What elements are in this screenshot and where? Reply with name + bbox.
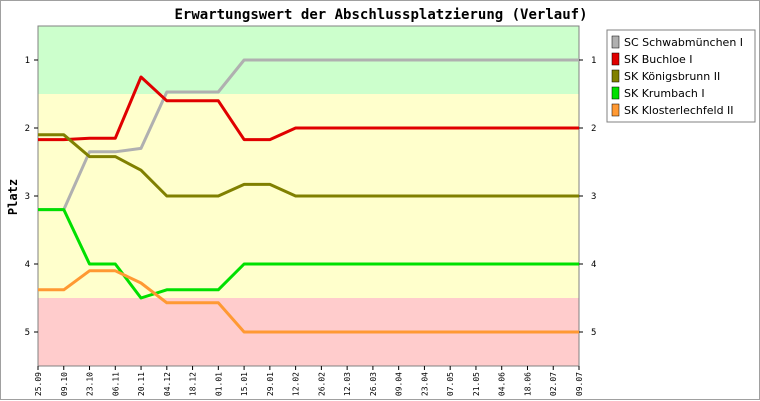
y-tick-label-right: 1: [591, 56, 596, 66]
plot-area: 1 1 2 2 3 3 4 4 5 5 25.09 09.10 23.10 06.11 20.11 04.12…: [25, 25, 596, 396]
legend-label: SC Schwabmünchen I: [624, 36, 743, 49]
legend-swatch: [611, 69, 620, 83]
x-tick-label: 18.12: [189, 372, 198, 396]
legend-swatch: [611, 86, 620, 100]
x-tick-label: 01.01: [214, 372, 223, 396]
x-tick-label: 02.07: [549, 372, 558, 396]
x-tick-label: 09.10: [60, 372, 69, 396]
x-tick-label: 04.12: [163, 372, 172, 396]
series-line: [38, 133, 579, 198]
x-tick-label: 20.11: [137, 372, 146, 396]
y-tick-label-left: 1: [25, 56, 30, 66]
x-tick-label: 23.10: [86, 372, 95, 396]
x-tick-label: 29.01: [266, 372, 275, 396]
y-axis-label: Platz: [6, 179, 20, 215]
x-tick-label: 12.03: [343, 372, 352, 396]
y-tick-label-left: 2: [25, 124, 30, 134]
x-tick-label: 04.06: [498, 372, 507, 396]
y-tick-label-right: 4: [591, 260, 596, 270]
legend-box: [606, 29, 756, 123]
x-tick-label: 12.02: [292, 372, 301, 396]
series-line: [38, 58, 579, 212]
chart-title: Erwartungswert der Abschlussplatzierung …: [174, 7, 587, 23]
y-tick-label-right: 2: [591, 124, 596, 134]
x-tick-label: 21.05: [472, 372, 481, 396]
x-tick-label: 26.03: [369, 372, 378, 396]
legend-label: SK Klosterlechfeld II: [624, 104, 734, 117]
x-tick-label: 07.05: [446, 372, 455, 396]
y-tick-label-left: 5: [25, 328, 30, 338]
legend-swatch: [611, 35, 620, 49]
legend-swatch: [611, 103, 620, 117]
x-tick-label: 23.04: [420, 372, 429, 396]
x-tick-label: 25.09: [34, 372, 43, 396]
x-tick-label: 06.11: [111, 372, 120, 396]
y-tick-label-left: 3: [25, 192, 30, 202]
x-tick-label: 18.06: [523, 372, 532, 396]
series-line: [38, 75, 579, 142]
legend-label: SK Buchloe I: [624, 53, 693, 66]
x-tick-label: 09.04: [395, 372, 404, 396]
x-tick-label: 26.02: [317, 372, 326, 396]
series-line: [38, 269, 579, 334]
legend-label: SK Königsbrunn II: [624, 70, 720, 83]
x-tick-label: 09.07: [575, 372, 584, 396]
series-line: [38, 208, 579, 300]
y-tick-label-right: 5: [591, 328, 596, 338]
y-tick-label-left: 4: [25, 260, 30, 270]
legend-swatch: [611, 52, 620, 66]
y-tick-label-right: 3: [591, 192, 596, 202]
x-tick-label: 15.01: [240, 372, 249, 396]
legend: SC Schwabmünchen I SK Buchloe I SK Königsb…: [606, 29, 756, 123]
legend-label: SK Krumbach I: [624, 87, 705, 100]
